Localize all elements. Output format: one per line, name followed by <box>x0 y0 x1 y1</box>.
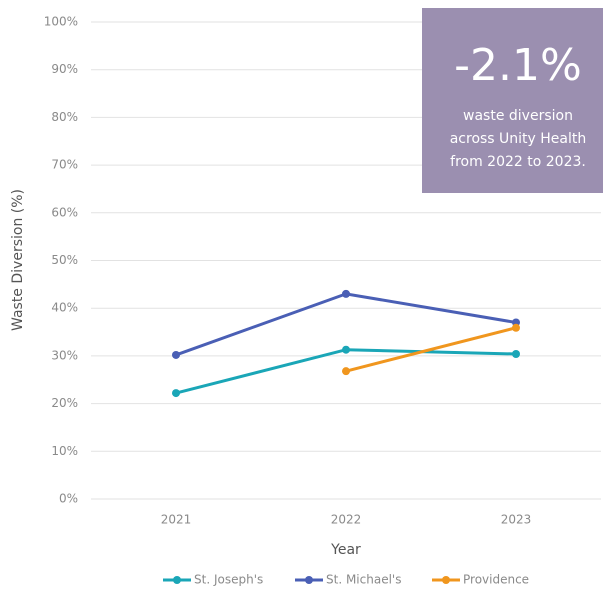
x-axis-label: Year <box>330 542 361 558</box>
data-point <box>342 345 350 354</box>
series-line <box>345 326 517 373</box>
annotation-text: waste diversion <box>463 108 573 124</box>
y-tick-label: 40% <box>51 301 78 315</box>
y-tick-label: 70% <box>51 158 78 172</box>
legend-label: St. Joseph's <box>194 573 263 587</box>
x-tick-label: 2023 <box>501 513 532 527</box>
y-tick-label: 90% <box>51 62 78 76</box>
annotation-headline: -2.1% <box>454 40 582 91</box>
data-point <box>342 367 350 376</box>
y-tick-label: 0% <box>59 492 78 506</box>
annotation-text: from 2022 to 2023. <box>450 154 586 170</box>
data-point <box>512 349 520 358</box>
data-point <box>342 289 350 298</box>
legend-dot <box>442 576 450 584</box>
annotation-text: across Unity Health <box>450 131 587 147</box>
y-tick-label: 100% <box>44 15 78 29</box>
x-tick-label: 2021 <box>161 513 192 527</box>
legend-dot <box>173 576 181 584</box>
y-tick-label: 30% <box>51 348 78 362</box>
legend-label: Providence <box>463 573 529 587</box>
y-axis-label: Waste Diversion (%) <box>10 189 26 331</box>
data-point <box>512 323 520 332</box>
legend-label: St. Michael's <box>326 573 401 587</box>
y-tick-label: 10% <box>51 444 78 458</box>
y-tick-label: 50% <box>51 253 78 267</box>
data-point <box>172 350 180 359</box>
y-tick-label: 60% <box>51 205 78 219</box>
y-tick-label: 80% <box>51 110 78 124</box>
y-tick-label: 20% <box>51 396 78 410</box>
x-tick-label: 2022 <box>331 513 362 527</box>
annotation-box <box>422 8 603 193</box>
legend-dot <box>305 576 313 584</box>
data-point <box>172 389 180 398</box>
